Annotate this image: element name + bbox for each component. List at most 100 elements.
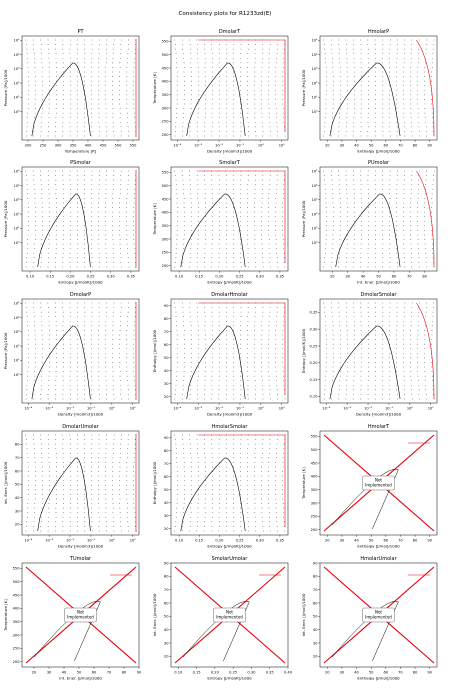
grid-point (98, 439, 100, 440)
grid-point (84, 234, 85, 236)
grid-point (404, 394, 405, 395)
grid-point (338, 307, 340, 308)
grid-point (275, 188, 277, 190)
grid-point (240, 307, 242, 308)
grid-point (189, 394, 191, 395)
grid-point (326, 80, 327, 82)
grid-point (49, 94, 51, 96)
grid-point (35, 343, 36, 345)
grid-point (41, 316, 42, 318)
grid-point (91, 371, 92, 372)
grid-point (277, 262, 278, 263)
plot-title: DmolarT (219, 29, 241, 35)
grid-point (183, 362, 185, 363)
grid-point (211, 243, 213, 245)
grid-point (339, 257, 340, 259)
grid-point (403, 188, 405, 190)
grid-point (91, 99, 92, 100)
grid-point (283, 184, 285, 186)
x-tick-label: 80 (122, 671, 127, 675)
grid-point (42, 80, 43, 82)
grid-point (189, 521, 191, 523)
grid-point (424, 234, 425, 236)
saturation-curve (329, 62, 401, 137)
grid-point (389, 67, 390, 68)
grid-point (276, 521, 278, 523)
grid-point (204, 339, 206, 340)
grid-point (218, 202, 220, 204)
grid-point (26, 184, 28, 186)
grid-point (233, 188, 234, 190)
grid-point (382, 135, 384, 137)
y-tick-label: 10³ (311, 198, 318, 202)
grid-point (47, 39, 49, 41)
grid-point (47, 434, 49, 436)
grid-point (70, 325, 71, 327)
grid-point (98, 394, 100, 395)
grid-point (105, 239, 107, 240)
grid-point (211, 135, 213, 137)
grid-point (403, 352, 405, 354)
grid-point (353, 330, 355, 331)
grid-point (134, 179, 136, 181)
grid-point (135, 257, 136, 259)
grid-point (368, 62, 369, 64)
grid-point (62, 384, 64, 386)
grid-point (48, 207, 50, 208)
grid-point (91, 330, 92, 331)
y-tick-label: 20 (164, 655, 169, 659)
grid-point (332, 234, 334, 236)
grid-point (84, 170, 86, 172)
grid-point (282, 103, 284, 105)
grid-point (367, 85, 369, 87)
grid-point (268, 248, 270, 250)
grid-point (375, 330, 376, 331)
grid-point (211, 439, 213, 440)
grid-point (190, 480, 192, 482)
grid-point (176, 503, 178, 504)
grid-point (254, 193, 256, 195)
grid-point (396, 325, 398, 327)
grid-point (396, 257, 398, 259)
grid-point (361, 357, 362, 359)
grid-point (395, 216, 397, 218)
grid-point (332, 339, 334, 340)
grid-point (389, 325, 390, 327)
grid-point (119, 371, 121, 372)
x-tick-label: 10⁻¹ (87, 407, 95, 411)
grid-point (182, 302, 183, 304)
grid-point (226, 375, 227, 377)
grid-point (26, 48, 28, 50)
grid-point (361, 103, 362, 105)
grid-point (99, 398, 100, 400)
grid-point (367, 121, 369, 123)
grid-point (41, 466, 43, 468)
grid-point (77, 366, 78, 368)
grid-point (177, 211, 178, 213)
grid-point (106, 262, 107, 263)
grid-point (211, 48, 212, 50)
grid-point (232, 230, 234, 231)
grid-point (268, 366, 270, 368)
grid-point (84, 230, 85, 231)
grid-point (361, 94, 362, 96)
grid-point (91, 108, 92, 109)
grid-point (226, 471, 227, 472)
grid-point (424, 230, 425, 231)
grid-point (70, 452, 71, 454)
grid-point (261, 220, 263, 222)
grid-point (255, 439, 257, 440)
grid-point (63, 334, 64, 336)
grid-point (417, 352, 419, 354)
grid-point (41, 489, 43, 491)
grid-point (69, 85, 71, 87)
grid-point (283, 117, 284, 119)
grid-point (48, 320, 50, 322)
grid-point (255, 311, 256, 313)
grid-point (338, 175, 340, 176)
grid-point (389, 216, 390, 218)
grid-point (196, 175, 198, 176)
grid-point (112, 484, 113, 486)
grid-point (34, 484, 36, 486)
grid-point (56, 462, 57, 463)
